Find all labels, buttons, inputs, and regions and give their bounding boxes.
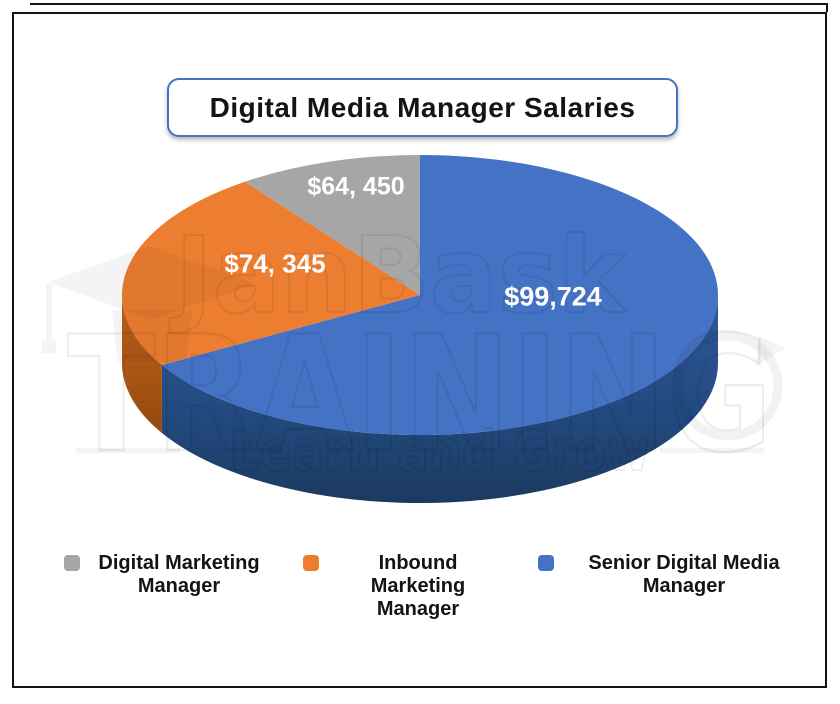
legend-item-inbound-marketing: Inbound Marketing Manager: [303, 552, 507, 621]
pie-side-senior-digital-media: [161, 295, 719, 504]
legend-label-digital-marketing: Digital Marketing Manager: [98, 552, 260, 597]
top-artifact-corner: [826, 3, 828, 12]
chart-title-box: Digital Media Manager Salaries: [167, 78, 678, 137]
pie-slice-inbound-marketing: [121, 181, 421, 365]
legend-item-senior-digital-media: Senior Digital Media Manager: [538, 552, 804, 598]
legend-swatch-gray: [64, 555, 80, 571]
image-border: [12, 12, 827, 688]
data-label-inbound-marketing: $74, 345: [224, 248, 326, 279]
pie-side-inbound-marketing: [122, 295, 162, 433]
data-label-senior-digital-media: $99,724: [504, 281, 602, 312]
legend-swatch-blue: [538, 555, 554, 571]
pie-slice-digital-marketing: [244, 155, 420, 295]
top-artifact-line: [30, 3, 828, 5]
data-label-digital-marketing: $64, 450: [307, 172, 405, 201]
legend-item-digital-marketing: Digital Marketing Manager: [64, 552, 268, 598]
chart-title: Digital Media Manager Salaries: [209, 91, 636, 123]
legend-label-inbound-marketing: Inbound Marketing Manager: [370, 552, 466, 620]
chart-legend: Digital Marketing Manager Inbound Market…: [0, 552, 840, 620]
legend-label-senior-digital-media: Senior Digital Media Manager: [588, 552, 780, 597]
pie-slice-senior-digital-media: [161, 155, 718, 435]
legend-swatch-orange: [303, 555, 319, 571]
